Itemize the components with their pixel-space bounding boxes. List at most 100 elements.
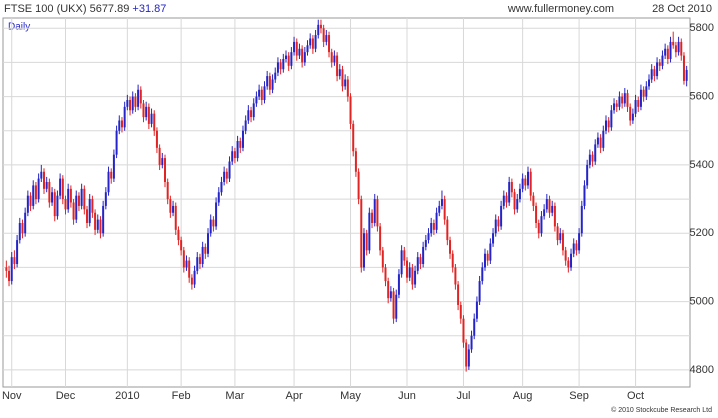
candle-body xyxy=(247,110,250,121)
candle-body xyxy=(371,212,374,223)
candle-body xyxy=(236,141,239,159)
candle-body xyxy=(414,270,417,285)
candle-body xyxy=(639,89,642,107)
candle-body xyxy=(570,253,573,268)
candle-body xyxy=(131,96,134,111)
candle-body xyxy=(99,219,102,234)
candle-body xyxy=(290,52,293,66)
candle-body xyxy=(653,69,656,77)
candle-body xyxy=(623,93,626,104)
candle-body xyxy=(586,164,589,186)
candle-body xyxy=(166,182,169,200)
candle-body xyxy=(158,147,161,165)
candle-body xyxy=(188,260,191,278)
candle-body xyxy=(486,253,489,261)
candle-body xyxy=(260,89,263,100)
candle-body xyxy=(406,260,409,278)
candle-body xyxy=(69,188,72,203)
candle-body xyxy=(5,267,8,271)
candle-body xyxy=(545,199,548,210)
candle-body xyxy=(225,171,228,179)
candle-body xyxy=(228,161,231,179)
x-tick-label: Mar xyxy=(225,390,244,402)
candle-body xyxy=(680,41,683,56)
candle-body xyxy=(432,223,435,230)
candle-body xyxy=(446,219,449,241)
candle-body xyxy=(250,110,253,118)
candle-body xyxy=(77,195,80,206)
candle-body xyxy=(112,154,115,179)
x-tick-label: Feb xyxy=(172,390,191,402)
candle-body xyxy=(634,100,637,114)
y-tick-label: 5200 xyxy=(690,227,714,239)
candle-body xyxy=(59,178,62,196)
candle-body xyxy=(134,96,137,107)
candle-body xyxy=(352,123,355,152)
candle-body xyxy=(123,106,126,128)
candle-body xyxy=(610,110,613,128)
x-tick-label: Aug xyxy=(513,390,533,402)
candle-body xyxy=(682,55,685,81)
candle-body xyxy=(648,79,651,87)
candle-body xyxy=(551,205,554,213)
candle-body xyxy=(174,205,177,230)
candle-body xyxy=(532,195,535,206)
candle-body xyxy=(182,250,185,268)
candle-body xyxy=(21,223,24,234)
candle-body xyxy=(365,233,368,251)
candle-body xyxy=(217,192,220,203)
candle-body xyxy=(330,52,333,63)
candle-body xyxy=(524,178,527,186)
title-text: FTSE 100 (UKX) 5677.89 xyxy=(4,3,129,15)
candle-body xyxy=(368,212,371,251)
copyright: © 2010 Stockcube Research Ltd xyxy=(611,406,712,414)
candle-body xyxy=(163,158,166,182)
candle-body xyxy=(376,199,379,227)
candle-body xyxy=(338,69,341,77)
candle-body xyxy=(672,41,675,46)
candle-body xyxy=(591,154,594,162)
candle-body xyxy=(349,96,352,124)
candle-body xyxy=(8,270,11,282)
candle-body xyxy=(494,219,497,234)
candle-body xyxy=(489,243,492,261)
candle-body xyxy=(10,257,13,282)
candle-body xyxy=(478,281,481,302)
candle-body xyxy=(497,219,500,227)
candle-body xyxy=(271,79,274,90)
candle-body xyxy=(508,182,511,203)
candle-body xyxy=(465,342,468,367)
source: www.fullermoney.com xyxy=(507,3,614,15)
candle-body xyxy=(244,120,247,131)
candle-body xyxy=(357,171,360,200)
candle-body xyxy=(588,154,591,165)
candle-body xyxy=(513,192,516,210)
candle-body xyxy=(481,267,484,282)
candle-body xyxy=(172,205,175,213)
candle-body xyxy=(505,195,508,203)
candle-body xyxy=(155,130,158,148)
candle-body xyxy=(561,233,564,251)
candle-body xyxy=(645,86,648,97)
candle-body xyxy=(118,120,121,131)
candle-body xyxy=(126,100,129,107)
x-tick-label: 2010 xyxy=(115,390,139,402)
candle-body xyxy=(287,55,290,66)
candle-body xyxy=(220,182,223,193)
candle-body xyxy=(400,250,403,275)
candle-body xyxy=(580,205,583,234)
candle-body xyxy=(500,205,503,227)
candle-body xyxy=(45,182,48,189)
candle-body xyxy=(521,178,524,189)
candle-body xyxy=(80,188,83,206)
candle-body xyxy=(150,113,153,124)
candle-body xyxy=(276,62,279,73)
candle-body xyxy=(674,45,677,53)
candle-body xyxy=(32,185,35,206)
candle-body xyxy=(502,195,505,206)
candle-body xyxy=(578,233,581,251)
candle-body xyxy=(67,188,70,210)
candle-body xyxy=(411,267,414,285)
